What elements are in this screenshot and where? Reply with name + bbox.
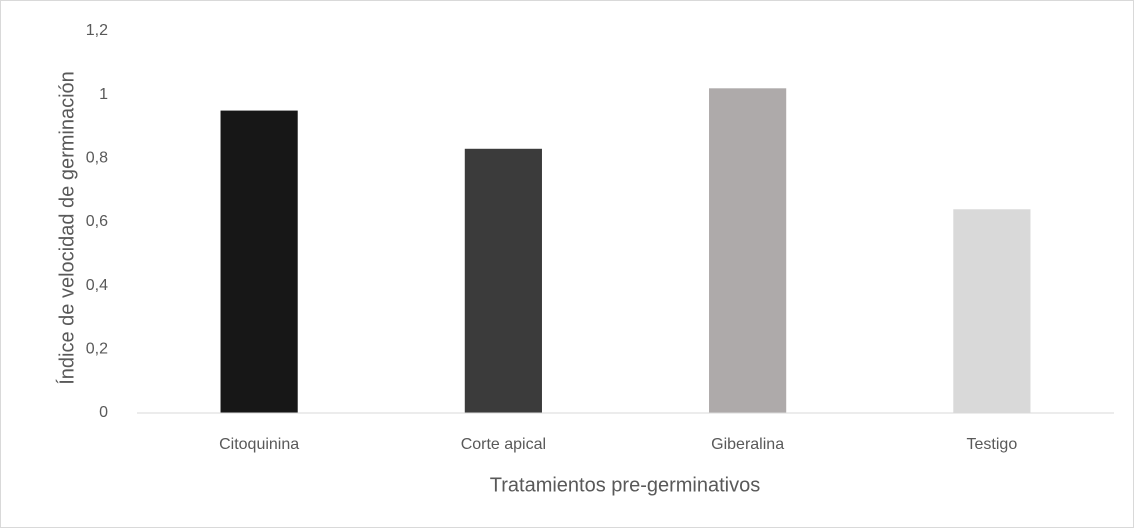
y-tick-label: 0 — [99, 404, 108, 421]
x-tick-label: Giberalina — [711, 436, 784, 453]
y-axis-title: Índice de velocidad de germinación — [55, 71, 78, 385]
bar — [220, 110, 298, 413]
y-tick-label: 1 — [99, 86, 108, 103]
x-tick-label: Citoquinina — [219, 436, 299, 453]
y-tick-label: 0,6 — [86, 213, 108, 230]
y-tick-label: 0,8 — [86, 150, 108, 167]
y-tick-label: 0,4 — [86, 277, 108, 294]
x-axis-title: Tratamientos pre-germinativos — [490, 474, 760, 496]
x-tick-label: Testigo — [967, 436, 1018, 453]
bar — [953, 209, 1031, 413]
x-tick-label: Corte apical — [461, 436, 546, 453]
bar — [464, 148, 542, 414]
y-tick-label: 1,2 — [86, 22, 108, 39]
y-tick-label: 0,2 — [86, 341, 108, 358]
bar — [709, 88, 787, 414]
